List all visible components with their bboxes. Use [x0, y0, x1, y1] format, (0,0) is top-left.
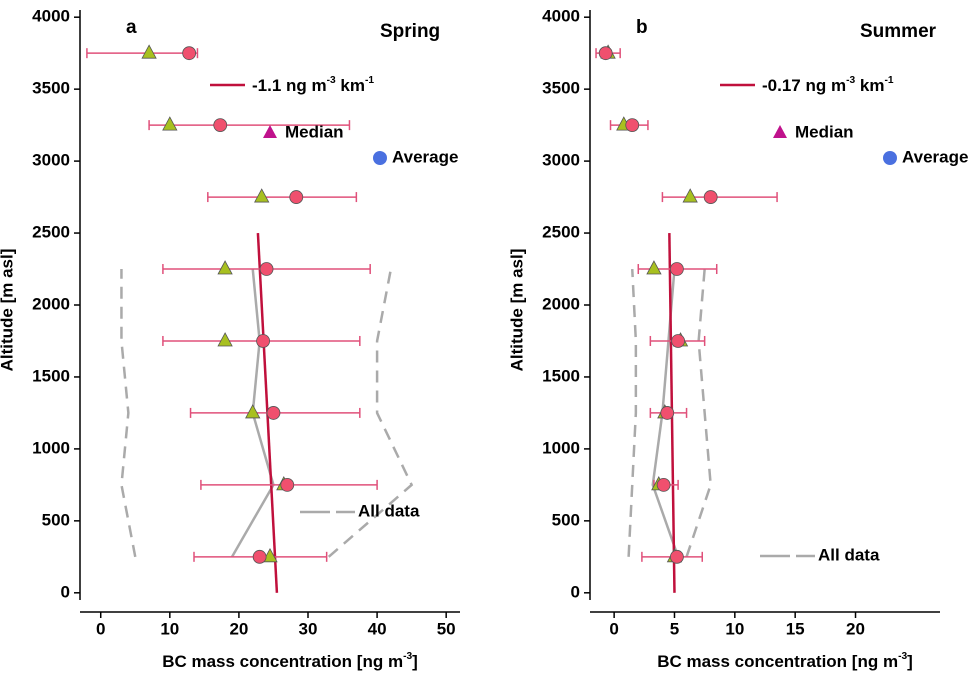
average-marker: [256, 334, 270, 348]
average-marker: [259, 262, 274, 276]
label-part: -3: [403, 651, 412, 662]
label-part: ]: [412, 652, 418, 671]
y-axis-title: Altitude [m asl]: [0, 249, 16, 372]
x-tick-label: 20: [229, 619, 248, 638]
x-tick-label: 10: [725, 619, 744, 638]
median-marker: [646, 260, 662, 275]
y-tick-label: 3000: [32, 151, 70, 170]
legend-median-label: Median: [285, 122, 344, 141]
label-part: -0.17 ng m: [762, 76, 846, 95]
y-tick-label: 0: [571, 582, 580, 601]
panel-letter: b: [636, 17, 648, 38]
median-marker: [141, 44, 157, 59]
all-data-percentile: [685, 268, 712, 558]
label-part: km: [855, 76, 884, 95]
median-marker: [217, 332, 233, 347]
panel-letter: a: [126, 17, 137, 38]
x-tick-label: 20: [846, 619, 865, 638]
all-data-percentile: [120, 269, 137, 558]
average-marker: [703, 190, 718, 204]
average-marker: [625, 118, 640, 133]
legend-fit-label: -0.17 ng m-3 km-1: [762, 75, 894, 96]
label-part: -1: [365, 75, 374, 86]
y-tick-label: 500: [552, 510, 580, 529]
median-marker: [254, 188, 270, 203]
y-tick-label: 4000: [542, 7, 580, 26]
label-part: -1: [884, 75, 893, 86]
average-marker: [669, 549, 684, 564]
label-part: ]: [907, 652, 913, 671]
legend-average-marker: [883, 151, 897, 165]
x-tick-label: 5: [670, 619, 679, 638]
all-data-percentile: [627, 268, 638, 557]
legend-median-label: Median: [795, 122, 854, 141]
label-part: -3: [846, 75, 855, 86]
y-tick-label: 2000: [32, 294, 70, 313]
x-tick-label: 30: [299, 619, 318, 638]
average-marker: [266, 406, 281, 420]
legend-average-marker: [373, 151, 387, 165]
y-tick-label: 3500: [32, 79, 70, 98]
y-tick-label: 1000: [32, 438, 70, 457]
y-tick-label: 4000: [32, 7, 70, 26]
legend-median-marker: [773, 125, 787, 138]
median-marker: [682, 188, 698, 203]
y-tick-label: 3500: [542, 79, 580, 98]
median-marker: [262, 547, 278, 563]
x-tick-label: 0: [609, 619, 618, 638]
y-tick-label: 0: [61, 582, 70, 601]
median-marker: [245, 404, 261, 419]
x-axis-title: BC mass concentration [ng m-3]: [162, 651, 418, 672]
x-tick-label: 15: [786, 619, 805, 638]
label-part: BC mass concentration [ng m: [657, 652, 898, 671]
legend-average-label: Average: [902, 147, 968, 166]
average-marker: [280, 477, 295, 492]
median-marker: [217, 260, 233, 275]
average-marker: [182, 46, 197, 61]
label-part: BC mass concentration [ng m: [162, 652, 403, 671]
average-marker: [213, 118, 228, 133]
y-tick-label: 3000: [542, 151, 580, 170]
x-tick-label: 10: [160, 619, 179, 638]
median-marker: [162, 116, 178, 131]
x-tick-label: 50: [437, 619, 456, 638]
label-part: -3: [327, 75, 336, 86]
average-marker: [671, 334, 686, 348]
legend-fit-label: -1.1 ng m-3 km-1: [252, 75, 374, 96]
y-tick-label: 2500: [542, 223, 580, 242]
x-tick-label: 0: [96, 619, 105, 638]
label-part: km: [336, 76, 365, 95]
legend-average-label: Average: [392, 147, 458, 166]
legend-all-label: All data: [358, 501, 420, 520]
y-tick-label: 1500: [32, 366, 70, 385]
x-tick-label: 40: [368, 619, 387, 638]
y-tick-label: 500: [42, 510, 70, 529]
legend-all-label: All data: [818, 545, 880, 564]
average-marker: [598, 46, 613, 61]
y-tick-label: 2500: [32, 223, 70, 242]
label-part: -1.1 ng m: [252, 76, 327, 95]
y-tick-label: 2000: [542, 294, 580, 313]
y-tick-label: 1000: [542, 438, 580, 457]
average-marker: [656, 477, 671, 492]
average-marker: [669, 262, 684, 276]
average-marker: [660, 406, 675, 420]
average-marker: [289, 190, 304, 204]
season-label: Summer: [860, 21, 937, 42]
average-marker: [252, 549, 267, 564]
all-data-percentile: [327, 268, 414, 558]
season-label: Spring: [380, 21, 440, 42]
y-tick-label: 1500: [542, 366, 580, 385]
legend-median-marker: [263, 125, 277, 138]
y-axis-title: Altitude [m asl]: [507, 249, 526, 372]
x-axis-title: BC mass concentration [ng m-3]: [657, 651, 913, 672]
label-part: -3: [898, 651, 907, 662]
